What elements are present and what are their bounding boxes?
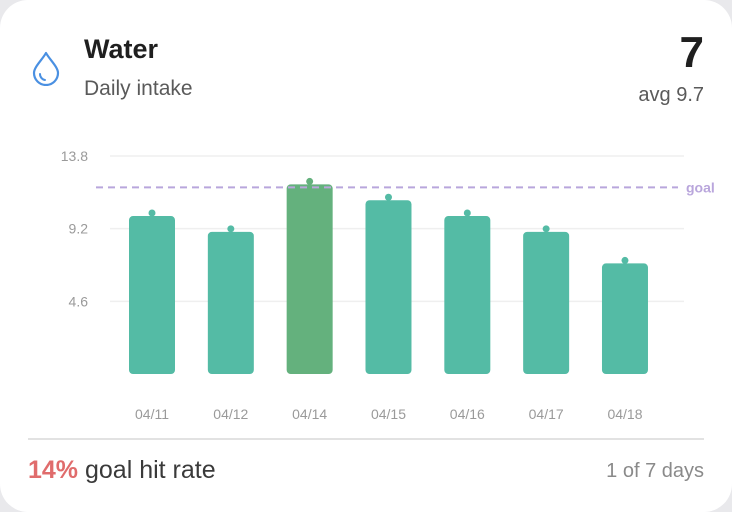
bar-value-dot: [463, 209, 471, 217]
x-tick-label: 04/18: [607, 406, 642, 422]
bar-04-14: [286, 184, 333, 374]
y-tick-label: 4.6: [69, 293, 89, 309]
intake-bar-chart: 4.6 9.2 13.8 04/11 04/12 04/14 04/15 04/16 04/17…: [61, 148, 715, 422]
footer-divider: [28, 438, 704, 440]
goal-hit-rate-percent: 14%: [28, 456, 79, 484]
x-tick-label: 04/16: [450, 406, 485, 422]
bar-value-dot: [542, 225, 550, 233]
goal-hit-rate: 14% goal hit rate: [28, 456, 216, 485]
bar-value-dot: [306, 177, 314, 185]
bar-04-16: [444, 216, 491, 374]
bar-04-11: [129, 216, 175, 374]
goal-hit-rate-label: goal hit rate: [85, 456, 216, 484]
x-tick-label: 04/11: [135, 406, 169, 422]
card-subtitle: Daily intake: [84, 77, 193, 100]
bar-04-15: [365, 200, 412, 374]
x-tick-label: 04/12: [213, 406, 248, 422]
goal-label: goal: [686, 179, 715, 195]
y-tick-label: 9.2: [69, 221, 89, 237]
x-tick-label: 04/14: [292, 406, 327, 422]
bar-value-dot: [384, 193, 392, 201]
bar-value-dot: [148, 209, 156, 217]
y-tick-label: 13.8: [61, 148, 88, 164]
bar-04-12: [207, 231, 254, 374]
average-value: avg 9.7: [638, 84, 704, 106]
card-title: Water: [84, 34, 159, 64]
bar-value-dot: [227, 225, 235, 233]
x-tick-label: 04/15: [371, 406, 406, 422]
bar-04-18: [601, 263, 648, 374]
goal-days-count: 1 of 7 days: [606, 460, 704, 482]
water-drop-icon: [30, 50, 62, 87]
current-value: 7: [679, 28, 704, 77]
bar-value-dot: [621, 256, 629, 264]
bar-04-17: [523, 231, 570, 374]
x-tick-label: 04/17: [529, 406, 564, 422]
